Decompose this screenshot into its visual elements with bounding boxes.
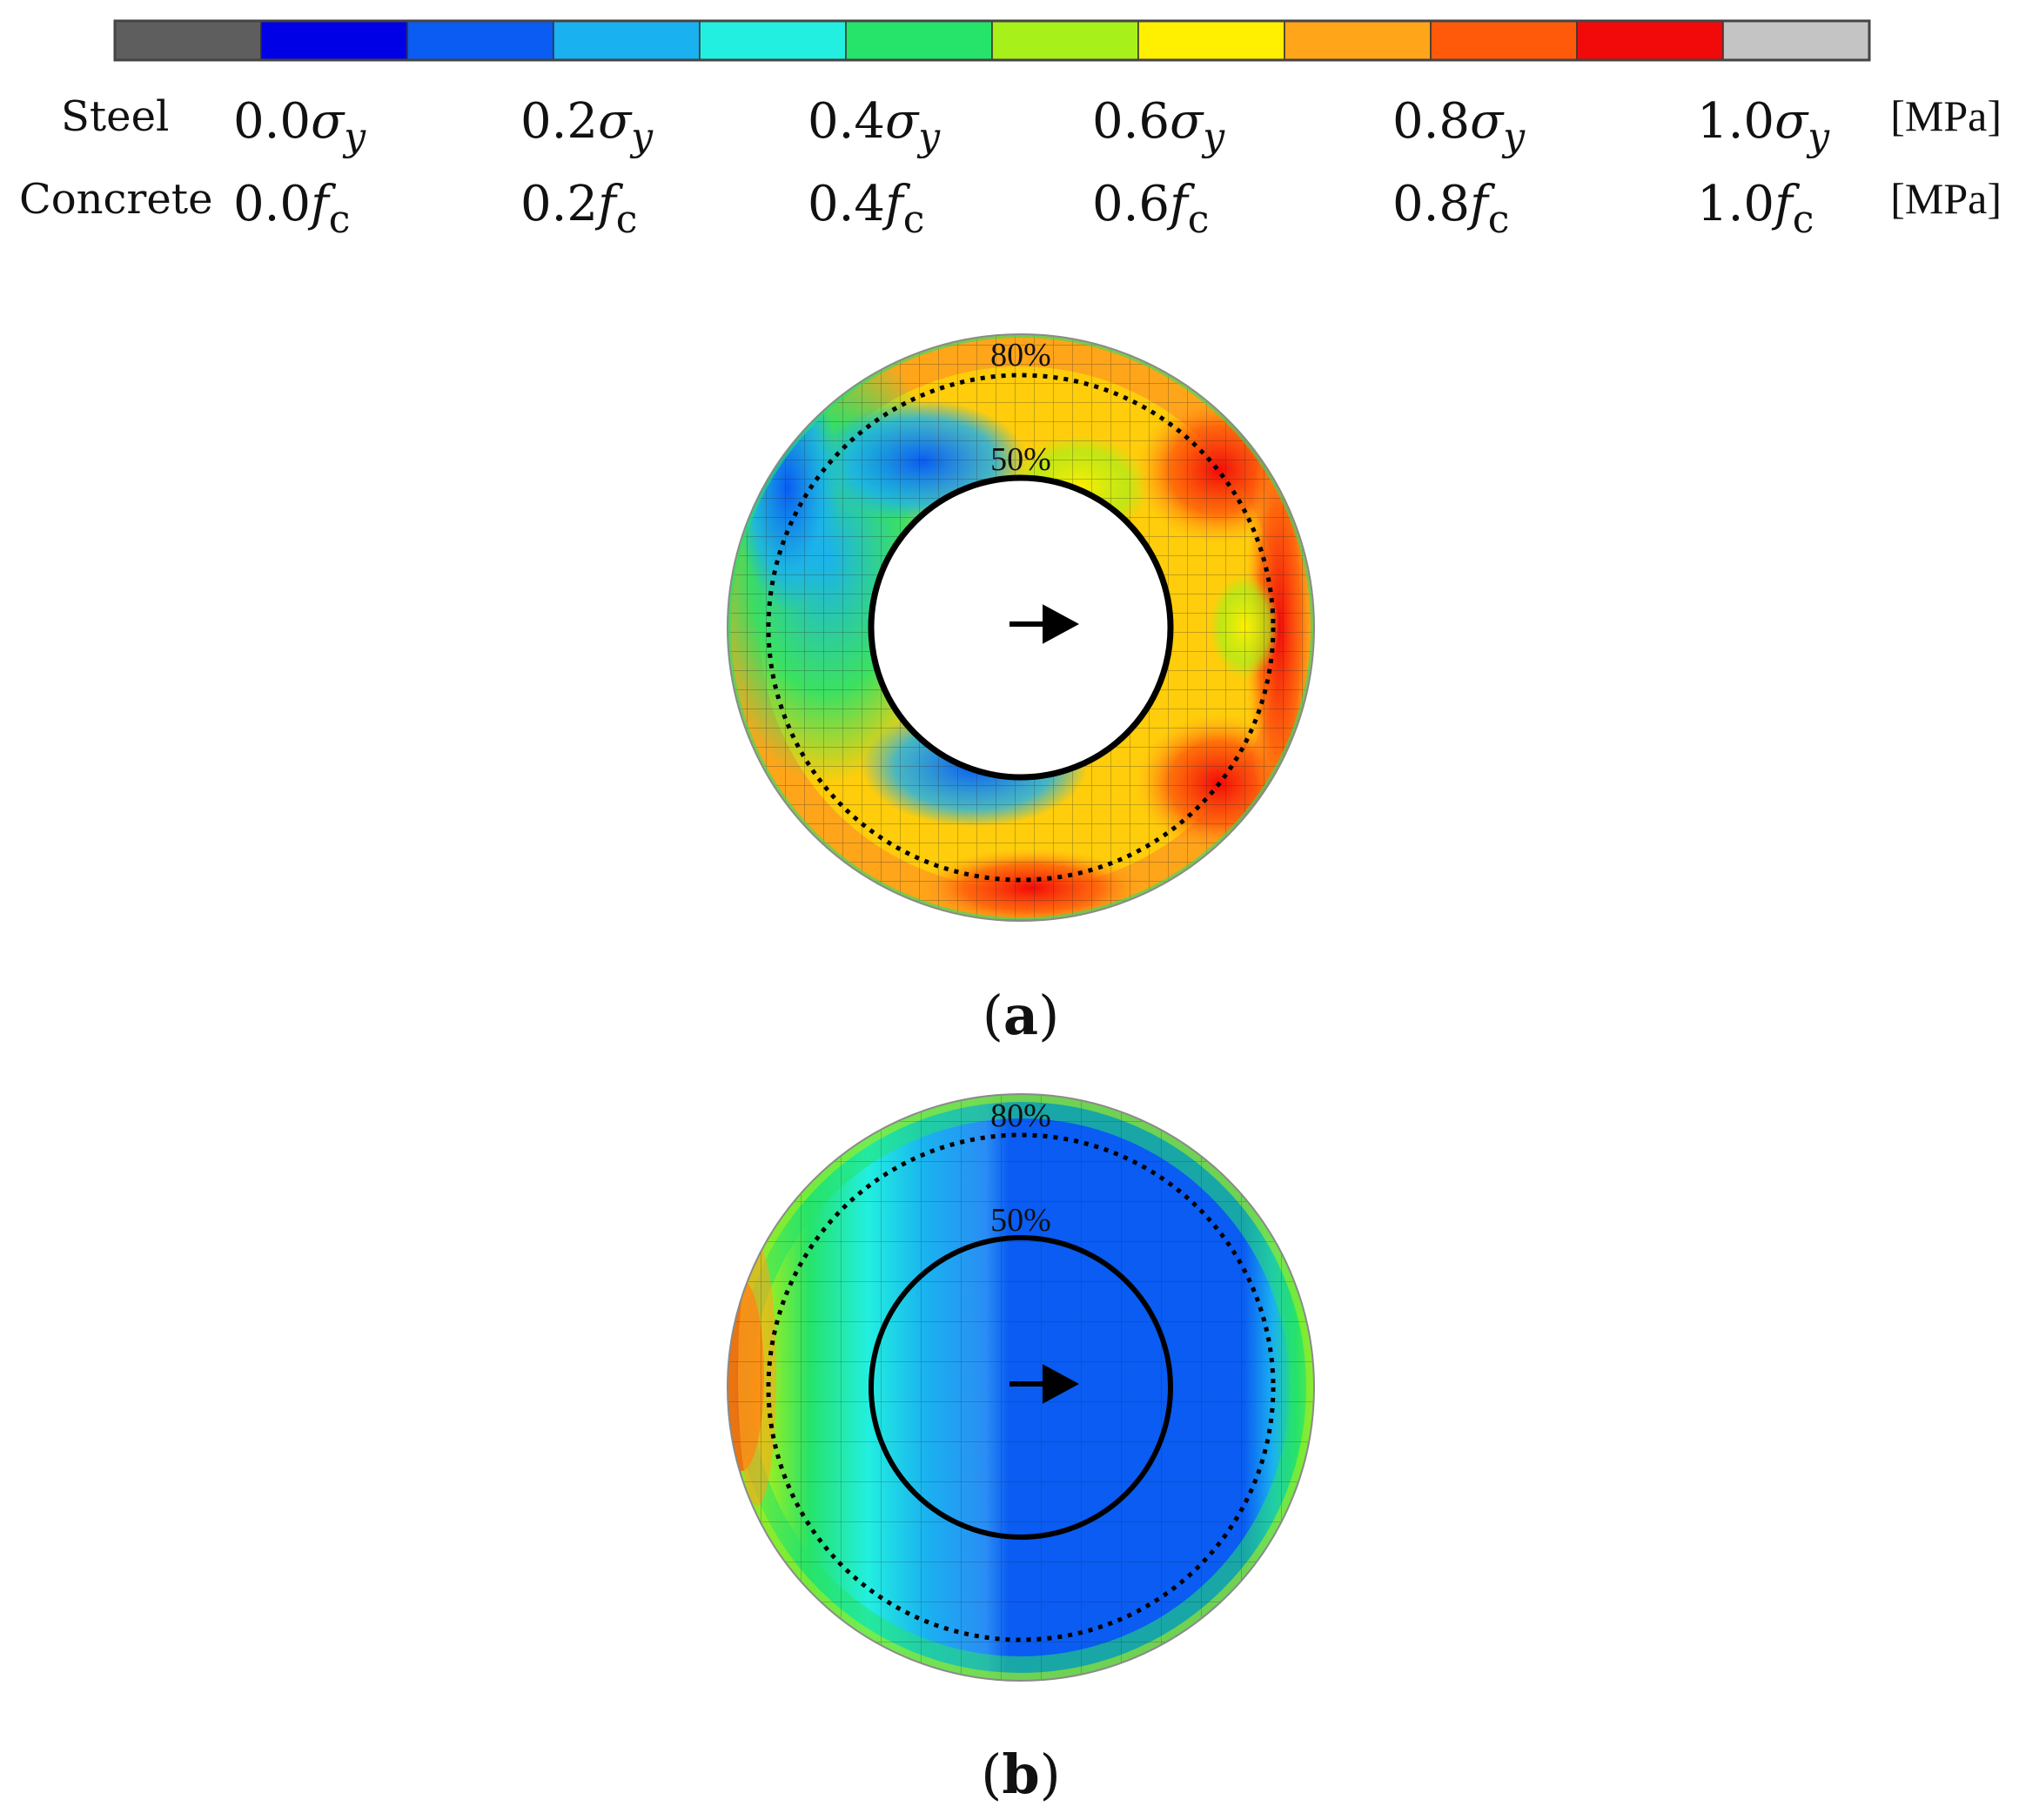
legend-swatch <box>1722 20 1870 61</box>
legend-tick-label: 0.2σy <box>520 93 654 159</box>
legend-row-name: Concrete <box>19 175 212 224</box>
legend-unit-label: [MPa] <box>1890 91 2002 140</box>
legend-tick-label: 0.2fc <box>520 176 637 242</box>
legend-swatch <box>845 20 993 61</box>
panel-b-caption: (b) <box>981 1743 1061 1806</box>
panel-a-80pct-label: 80% <box>990 337 1051 373</box>
legend-tick-label: 0.4fc <box>808 176 924 242</box>
panel-a-outer-edge <box>727 333 1315 922</box>
panel-b-50pct-label: 50% <box>990 1202 1051 1239</box>
legend-swatch <box>1430 20 1578 61</box>
panel-b-outer-edge <box>727 1093 1315 1682</box>
color-legend-labels: Steel 0.0σy 0.2σy 0.4σy 0.6σy 0.8σy 1.0σy [MPa]… <box>19 91 2002 242</box>
panel-a: 80% 50% (a) <box>727 333 1315 1047</box>
legend-tick-label: 1.0fc <box>1697 176 1814 242</box>
panel-b: 80% 50% (b) <box>727 1093 1315 1806</box>
legend-swatch <box>260 20 408 61</box>
legend-tick-label: 1.0σy <box>1697 93 1830 159</box>
legend-swatch <box>1284 20 1432 61</box>
panel-b-50pct-circle <box>869 1235 1173 1540</box>
panel-b-80pct-circle <box>766 1132 1276 1642</box>
legend-swatch <box>406 20 554 61</box>
panel-a-50pct-circle <box>868 474 1174 781</box>
legend-swatch <box>114 20 262 61</box>
legend-swatch <box>699 20 847 61</box>
panel-a-80pct-circle <box>766 373 1276 883</box>
legend-unit-label: [MPa] <box>1890 174 2002 223</box>
legend-tick-label: 0.8σy <box>1392 93 1526 159</box>
legend-swatch <box>1576 20 1724 61</box>
legend-row-name: Steel <box>61 92 169 141</box>
legend-swatch <box>1137 20 1285 61</box>
panel-a-50pct-label: 50% <box>990 441 1051 478</box>
legend-bar-frame <box>113 19 1871 62</box>
color-legend-bar <box>113 19 1871 62</box>
legend-tick-label: 0.4σy <box>808 93 941 159</box>
legend-swatch <box>991 20 1139 61</box>
panel-b-80pct-label: 80% <box>990 1098 1051 1134</box>
legend-tick-label: 0.6fc <box>1092 176 1209 242</box>
panel-a-caption: (a) <box>983 984 1060 1047</box>
legend-tick-label: 0.8fc <box>1392 176 1509 242</box>
legend-tick-label: 0.0fc <box>233 176 350 242</box>
legend-swatch <box>553 20 701 61</box>
legend-tick-label: 0.6σy <box>1092 93 1225 159</box>
legend-tick-label: 0.0σy <box>233 93 366 159</box>
panel-b-contour <box>728 1094 1314 1681</box>
